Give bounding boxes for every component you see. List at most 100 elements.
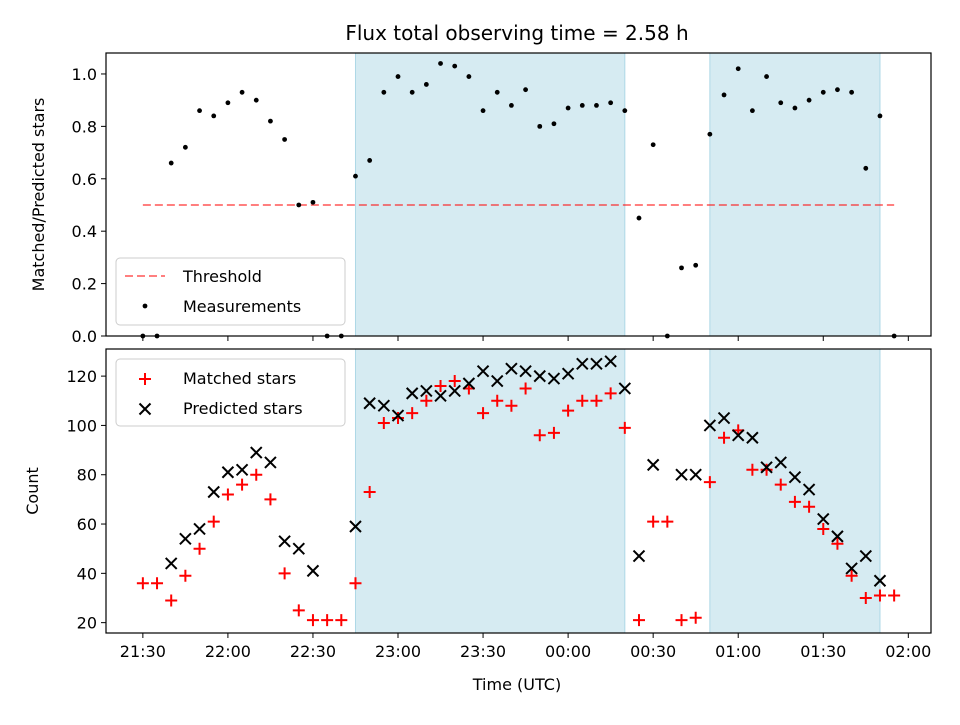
matched-star-marker [477, 407, 490, 420]
x-tick-label: 23:00 [375, 642, 421, 661]
predicted-star-marker [717, 411, 731, 425]
panel-ratio: 0.0 0.2 0.4 0.6 0.8 1.0 Matched/Predicted sta… [29, 52, 932, 346]
matched-star-marker [760, 463, 773, 476]
legend-box-top [115, 257, 346, 326]
matched-star-marker [377, 416, 390, 429]
y-tick-label: 0.0 [72, 327, 97, 346]
predicted-star-marker [264, 456, 277, 469]
matched-star-marker [845, 569, 858, 582]
measurement-point [877, 113, 883, 119]
legend-measurements-swatch [142, 303, 148, 309]
legend-top: Threshold Measurements [115, 257, 346, 326]
matched-star-markers [136, 375, 901, 627]
measurement-point [310, 199, 316, 205]
measurement-point [707, 131, 713, 137]
predicted-star-marker [576, 357, 589, 370]
x-tick-label: 02:00 [885, 642, 931, 661]
matched-star-marker [207, 515, 220, 528]
measurement-point [594, 103, 599, 108]
predicted-star-marker [434, 389, 447, 403]
predicted-star-marker [845, 562, 858, 575]
y-tick-label: 0.8 [72, 117, 97, 136]
x-tick-label: 22:30 [290, 642, 336, 661]
y-tick-label: 40 [77, 564, 97, 583]
x-tick-label: 01:30 [800, 642, 846, 661]
y-tick-label: 60 [77, 515, 97, 534]
matched-star-marker [363, 485, 376, 498]
measurement-point [509, 103, 514, 108]
x-tick-label: 01:00 [715, 642, 761, 661]
y-tick-label: 80 [77, 466, 97, 485]
predicted-star-marker [363, 397, 376, 410]
panel-count: 21:30 22:00 22:30 23:00 23:30 00:00 00:30 01:00… [23, 348, 932, 694]
matched-star-marker [831, 537, 844, 550]
matched-star-marker [675, 614, 688, 627]
predicted-star-marker [675, 468, 688, 481]
measurement-point [820, 89, 826, 95]
measurement-point [197, 108, 202, 114]
predicted-star-marker [377, 399, 391, 412]
predicted-star-marker [703, 419, 717, 432]
measurement-point [721, 92, 727, 98]
legend-measurements-label: Measurements [183, 297, 301, 316]
matched-star-marker [420, 394, 433, 407]
y-tick-label: 1.0 [72, 65, 97, 84]
x-tick-label: 00:00 [545, 642, 591, 661]
measurement-point [239, 89, 245, 95]
matched-star-marker [788, 495, 801, 508]
y-tick-label: 20 [77, 614, 97, 633]
predicted-star-marker [788, 470, 802, 484]
measurement-point [735, 66, 741, 72]
y-tick-label: 0.6 [72, 170, 97, 189]
observing-window [709, 52, 881, 337]
measurement-point [565, 105, 571, 111]
predicted-star-marker [689, 468, 702, 481]
matched-star-marker [505, 399, 518, 412]
x-tick-label: 23:30 [460, 642, 506, 661]
measurement-point [452, 63, 458, 69]
predicted-star-marker [179, 532, 192, 546]
matched-star-marker [746, 463, 759, 476]
measurement-point [579, 103, 585, 108]
predicted-star-markers [164, 355, 887, 587]
measurement-point [608, 100, 614, 106]
matched-star-marker [661, 515, 674, 528]
matched-star-marker [618, 421, 631, 434]
measurement-point [650, 142, 656, 148]
predicted-star-marker [235, 463, 249, 477]
measurement-point [749, 108, 755, 114]
x-tick-label: 00:30 [630, 642, 676, 661]
predicted-star-marker [746, 431, 759, 444]
observing-window [354, 52, 626, 337]
matched-star-marker [250, 468, 263, 481]
matched-star-marker [689, 611, 702, 624]
predicted-star-marker [491, 374, 504, 388]
predicted-star-marker [561, 367, 575, 380]
predicted-star-marker [207, 485, 220, 499]
predicted-star-marker [448, 384, 461, 398]
matched-star-marker [703, 476, 716, 489]
predicted-star-marker [774, 456, 787, 469]
predicted-star-marker [590, 357, 603, 370]
measurement-point [494, 89, 500, 95]
legend-predicted-swatch [138, 402, 152, 416]
measurement-point [551, 121, 557, 127]
measurement-point [537, 123, 543, 129]
matched-star-marker [859, 591, 872, 604]
matched-star-marker [590, 394, 603, 407]
measurement-point [835, 87, 840, 93]
measurement-point [792, 105, 798, 111]
predicted-star-marker [476, 364, 490, 378]
matched-star-marker [817, 522, 830, 535]
matched-star-marker [165, 594, 178, 607]
x-ticks-bottom: 21:30 22:00 22:30 23:00 23:30 00:00 00:30 01:00… [120, 633, 931, 661]
matched-star-marker [632, 614, 645, 627]
predicted-star-marker [306, 564, 320, 578]
legend-bottom: Matched stars Predicted stars [115, 358, 346, 427]
legend-matched-label: Matched stars [183, 369, 296, 388]
matched-star-marker [151, 577, 164, 590]
observing-windows-top [354, 52, 881, 337]
predicted-star-marker [760, 461, 773, 474]
matched-star-marker [448, 375, 461, 388]
measurement-point [480, 108, 486, 114]
